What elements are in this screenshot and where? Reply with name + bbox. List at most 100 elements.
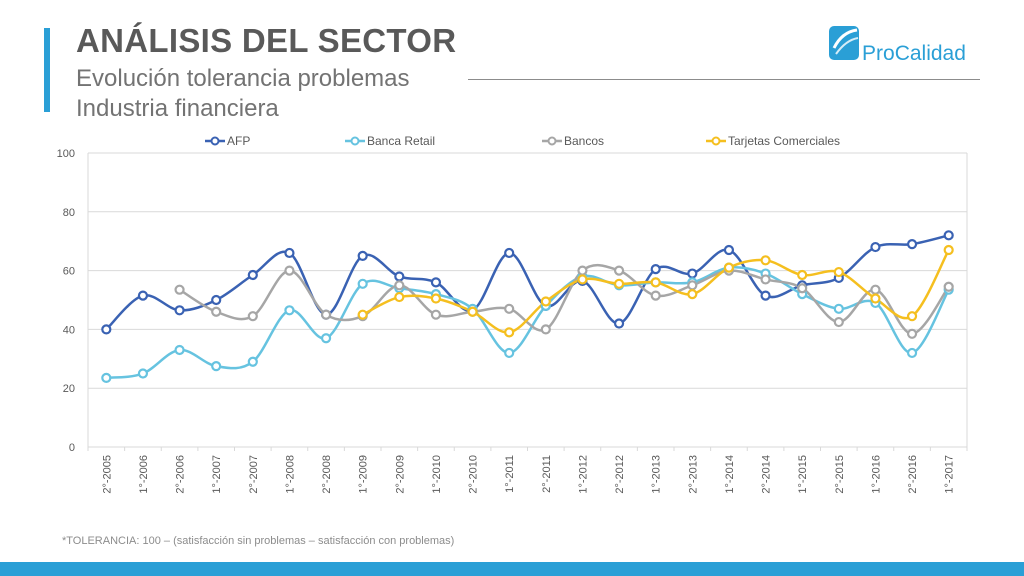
legend-label: AFP — [227, 134, 250, 148]
series-line-0 — [105, 234, 949, 331]
x-tick-label: 1°-2015 — [797, 455, 809, 494]
data-point — [101, 372, 112, 384]
x-tick-label: 2°-2007 — [248, 455, 260, 494]
data-point — [906, 328, 918, 339]
data-point — [247, 269, 258, 281]
data-point — [760, 255, 771, 266]
x-tick-label: 1°-2009 — [358, 455, 370, 494]
x-tick-label: 1°-2012 — [577, 455, 589, 494]
data-point — [430, 309, 442, 320]
data-point — [577, 274, 588, 285]
x-tick-label: 2°-2005 — [101, 455, 113, 494]
footnote: *TOLERANCIA: 100 – (satisfacción sin pro… — [62, 535, 455, 547]
x-tick-label: 2°-2009 — [394, 455, 406, 494]
logo-mark-icon — [829, 26, 859, 60]
y-tick-label: 60 — [63, 266, 75, 278]
legend-label: Bancos — [564, 134, 604, 148]
subtitle-line-2: Industria financiera — [76, 95, 279, 122]
data-point — [504, 303, 515, 314]
x-tick-label: 2°-2012 — [614, 455, 626, 494]
data-point — [943, 230, 954, 241]
data-point — [833, 266, 844, 278]
logo-text-calidad: Calidad — [894, 42, 966, 65]
data-point — [650, 264, 661, 275]
x-tick-label: 2°-2008 — [321, 455, 333, 494]
legend-label: Banca Retail — [367, 134, 435, 148]
data-point — [357, 278, 368, 289]
x-tick-label: 1°-2014 — [724, 455, 736, 494]
x-tick-label: 1°-2010 — [431, 455, 443, 494]
data-point — [943, 281, 954, 292]
data-point — [430, 277, 442, 288]
legend-swatch-marker — [711, 136, 721, 146]
data-point — [833, 316, 844, 328]
y-tick-label: 0 — [69, 442, 75, 454]
x-tick-label: 2°-2011 — [541, 455, 553, 493]
x-tick-label: 2°-2006 — [175, 455, 187, 494]
x-tick-label: 1°-2006 — [138, 455, 150, 494]
data-point — [650, 277, 661, 288]
x-tick-label: 2°-2015 — [834, 455, 846, 494]
series-line-2 — [178, 263, 950, 336]
data-point — [760, 274, 771, 285]
data-point — [870, 241, 881, 253]
data-point — [211, 306, 222, 317]
y-tick-label: 20 — [63, 383, 75, 395]
data-point — [284, 265, 295, 276]
data-point — [137, 290, 149, 301]
data-point — [540, 296, 551, 307]
title-divider — [468, 79, 980, 80]
data-point — [467, 306, 478, 317]
data-point — [174, 305, 185, 316]
x-tick-label: 2°-2013 — [687, 455, 699, 494]
data-point — [943, 244, 954, 256]
data-point — [320, 309, 332, 320]
data-point — [357, 250, 368, 261]
legend-swatch-marker — [547, 136, 557, 146]
logo-text: ProCalidad — [862, 42, 966, 66]
legend-swatch-marker — [350, 136, 360, 146]
data-point — [906, 239, 918, 250]
bottom-accent-bar — [0, 562, 1024, 576]
data-point — [174, 284, 185, 295]
data-point — [613, 278, 625, 289]
x-tick-label: 1°-2017 — [944, 455, 956, 494]
data-point — [540, 324, 551, 335]
data-point — [504, 347, 515, 359]
data-point — [394, 291, 405, 303]
data-point — [906, 311, 918, 322]
y-tick-label: 100 — [57, 148, 75, 160]
data-point — [613, 265, 625, 276]
legend-swatch-marker — [210, 136, 220, 146]
data-point — [723, 244, 735, 256]
x-tick-label: 2°-2010 — [468, 455, 480, 494]
data-point — [577, 265, 588, 276]
data-point — [284, 247, 295, 259]
data-point — [687, 268, 698, 279]
data-point — [687, 280, 698, 291]
data-point — [174, 344, 185, 356]
data-point — [247, 356, 258, 367]
data-point — [284, 305, 295, 316]
x-tick-label: 2°-2016 — [907, 455, 919, 494]
data-point — [723, 262, 735, 273]
x-tick-label: 1°-2011 — [504, 455, 516, 493]
data-point — [504, 327, 515, 338]
title-accent-bar — [44, 28, 50, 112]
data-point — [137, 368, 149, 379]
data-point — [833, 303, 844, 314]
line-chart: 0 20 40 60 80 100 2°-2005 1°-2006 2°-2006 1°-2007… — [57, 134, 968, 494]
data-point — [760, 290, 771, 301]
legend-label: Tarjetas Comerciales — [728, 134, 840, 148]
x-tick-label: 1°-2016 — [870, 455, 882, 494]
data-point — [870, 284, 881, 295]
data-point — [906, 347, 918, 359]
subtitle-line-1: Evolución tolerancia problemas — [76, 65, 410, 92]
data-point — [430, 293, 442, 304]
x-tick-label: 1°-2008 — [284, 455, 296, 494]
data-point — [650, 290, 661, 301]
data-point — [394, 280, 405, 291]
data-point — [687, 289, 698, 300]
page-subtitle: Evolución tolerancia problemas Industria… — [76, 64, 410, 124]
y-tick-label: 40 — [63, 324, 75, 336]
